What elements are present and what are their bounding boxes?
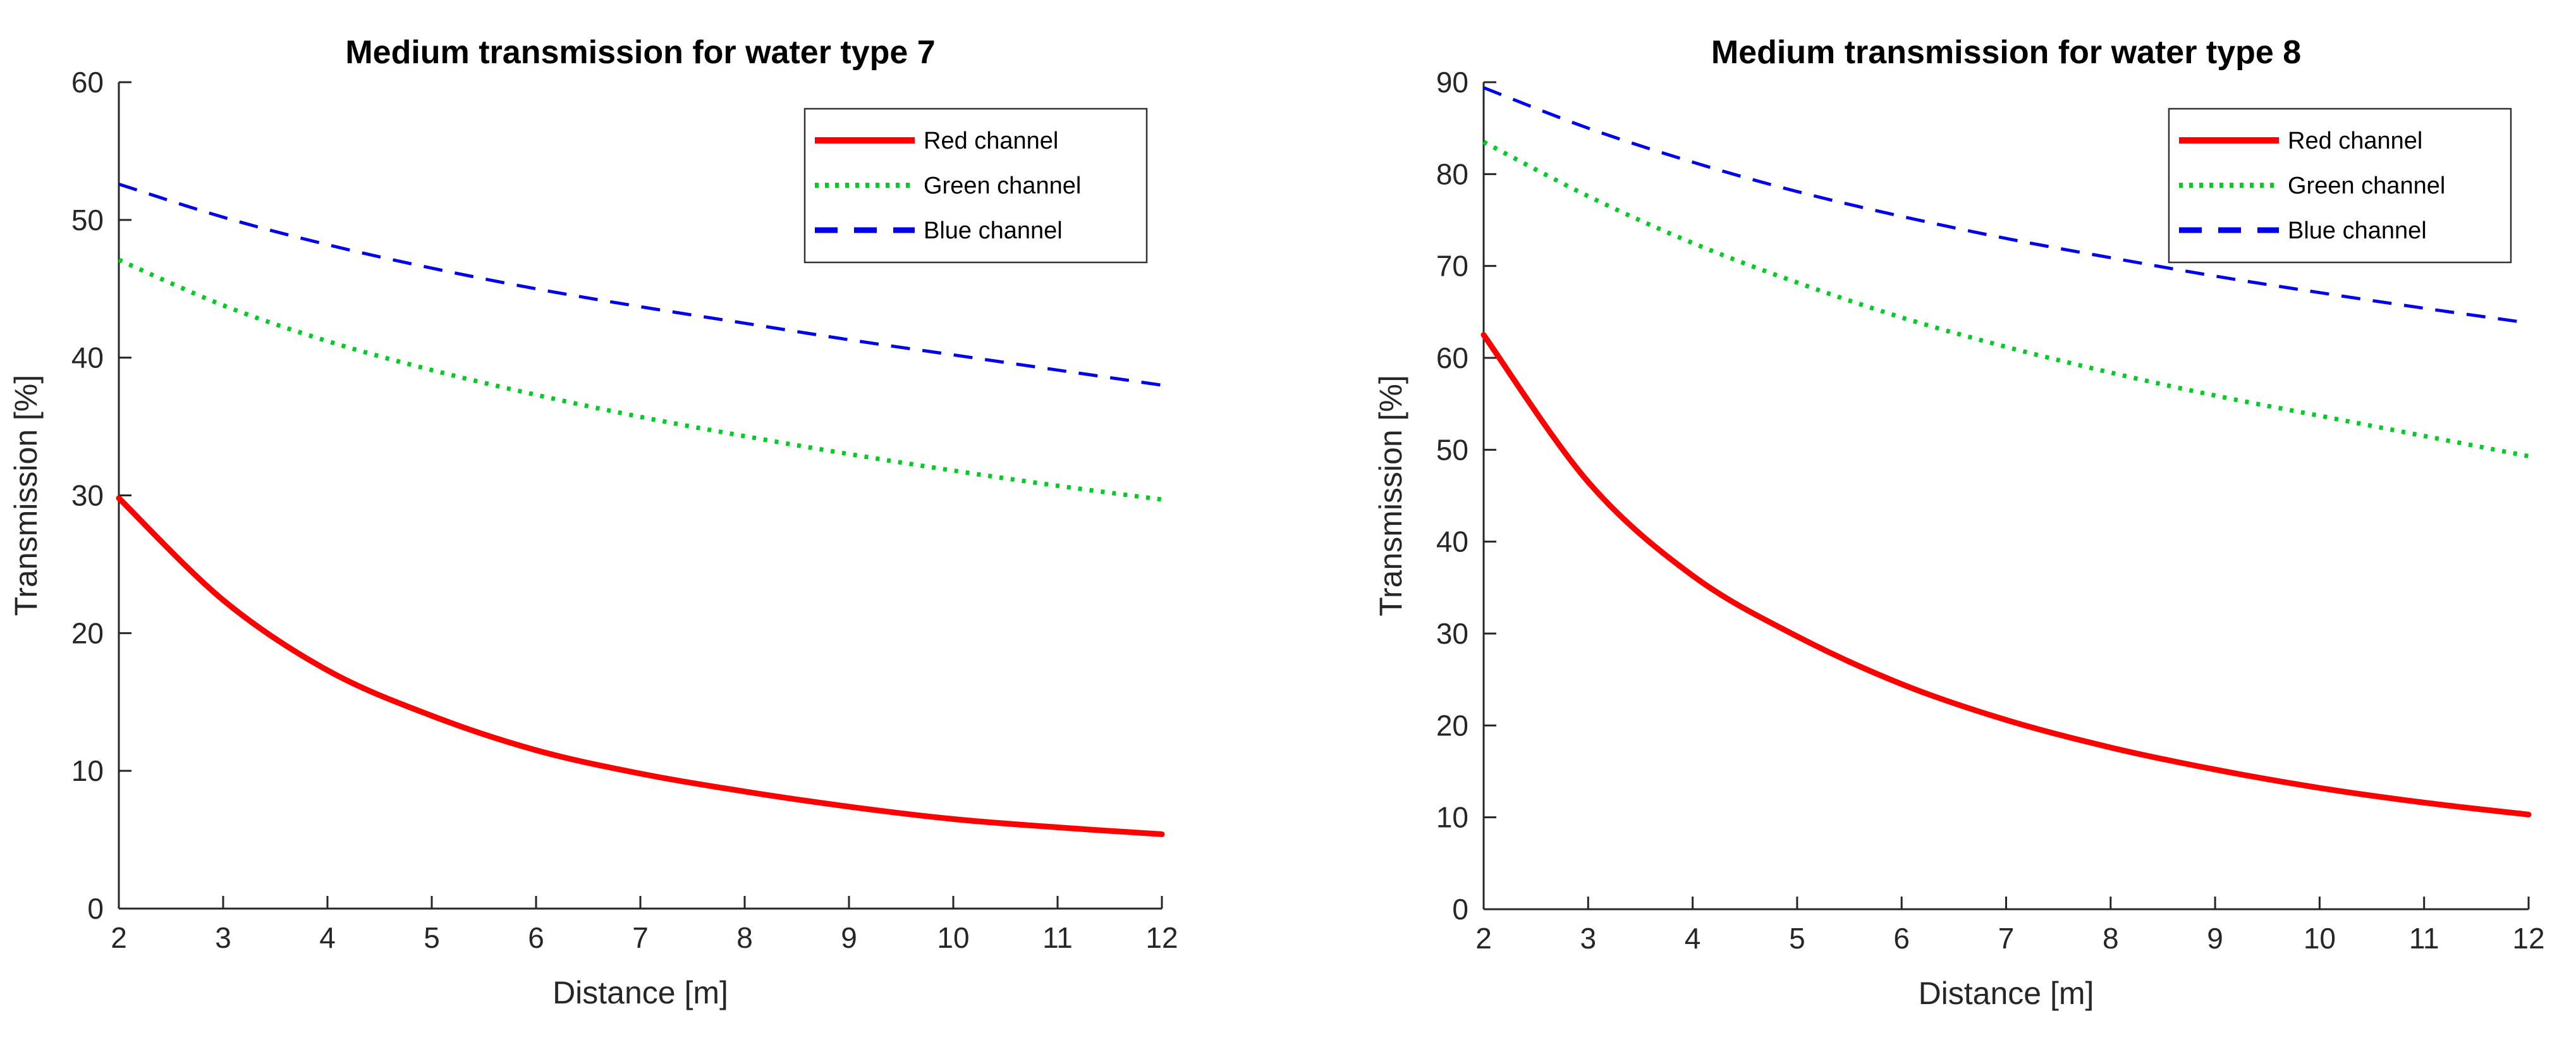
- series-blue-channel-line: [118, 182, 1163, 387]
- x-tick-label: 6: [528, 921, 544, 954]
- chart-water-type-8-svg: Medium transmission for water type 8 2 3 4 5…: [1373, 34, 2545, 1011]
- y-tick-label: 80: [1436, 157, 1468, 190]
- y-tick-label: 0: [87, 892, 104, 925]
- x-tick-label: 3: [1580, 922, 1597, 955]
- legend-box: [2168, 107, 2512, 264]
- y-tick-label: 70: [1436, 250, 1468, 283]
- y-tick-label: 50: [71, 204, 104, 236]
- legend-label-green-channel: Green channel: [924, 173, 1081, 199]
- legend-label-red-channel: Red channel: [924, 128, 1058, 154]
- legend-box: [803, 107, 1148, 264]
- x-tick-label: 5: [1789, 922, 1805, 955]
- plot-title: Medium transmission for water type 8: [1711, 34, 2301, 71]
- series-green-channel-line: [118, 257, 1163, 502]
- x-tick-label: 6: [1893, 922, 1910, 955]
- legend-label-blue-channel: Blue channel: [924, 218, 1063, 244]
- y-tick-label: 10: [1436, 801, 1468, 834]
- y-tick-label: 60: [1436, 341, 1468, 374]
- x-tick-label: 7: [632, 921, 649, 954]
- y-axis-label: Transmission [%]: [8, 375, 44, 616]
- y-tick-label: 50: [1436, 433, 1468, 466]
- x-tick-label: 2: [111, 921, 127, 954]
- y-tick-label: 90: [1436, 66, 1468, 99]
- y-tick-label: 20: [1436, 709, 1468, 742]
- y-tick-label: 30: [1436, 617, 1468, 650]
- x-tick-label: 9: [2207, 922, 2223, 955]
- series-red-channel-line: [116, 495, 1165, 837]
- x-tick-label: 7: [1998, 922, 2015, 955]
- x-tick-label: 8: [736, 921, 753, 954]
- y-tick-label: 10: [71, 754, 104, 787]
- legend-label-green-channel: Green channel: [2288, 173, 2445, 199]
- x-tick-label: 8: [2103, 922, 2119, 955]
- x-tick-label: 11: [2409, 922, 2439, 955]
- x-axis-label: Distance [m]: [1919, 976, 2094, 1011]
- x-axis-label: Distance [m]: [552, 975, 728, 1010]
- legend-label-red-channel: Red channel: [2288, 128, 2422, 154]
- chart-water-type-8: Medium transmission for water type 8 2 3 4 5…: [1288, 0, 2576, 1042]
- y-tick-label: 0: [1452, 893, 1468, 926]
- y-tick-label: 60: [71, 66, 104, 99]
- x-tick-label: 11: [1042, 921, 1073, 954]
- series-green-channel-line: [1482, 140, 2529, 458]
- y-tick-label: 40: [71, 341, 104, 374]
- y-tick-label: 30: [71, 479, 104, 512]
- x-tick-label: 5: [424, 921, 440, 954]
- y-tick-label: 40: [1436, 525, 1468, 558]
- chart-water-type-7-svg: Medium transmission for water type 7 2 3 4 5…: [8, 34, 1178, 1010]
- x-tick-label: 10: [2304, 922, 2336, 955]
- y-axis-label: Transmission [%]: [1373, 375, 1408, 616]
- plot-title: Medium transmission for water type 7: [345, 34, 935, 71]
- series-red-channel-line: [1480, 332, 2532, 818]
- series-blue-channel-line: [1483, 86, 2529, 325]
- x-tick-label: 4: [1685, 922, 1701, 955]
- x-tick-label: 2: [1475, 922, 1492, 955]
- y-tick-label: 20: [71, 616, 104, 649]
- x-tick-label: 12: [2512, 922, 2544, 955]
- x-tick-label: 4: [319, 921, 336, 954]
- legend-label-blue-channel: Blue channel: [2288, 218, 2427, 244]
- x-tick-label: 12: [1145, 921, 1178, 954]
- chart-water-type-7: Medium transmission for water type 7 2 3 4 5…: [8, 34, 1178, 1010]
- x-tick-label: 9: [841, 921, 857, 954]
- x-tick-label: 3: [215, 921, 231, 954]
- x-tick-label: 10: [937, 921, 969, 954]
